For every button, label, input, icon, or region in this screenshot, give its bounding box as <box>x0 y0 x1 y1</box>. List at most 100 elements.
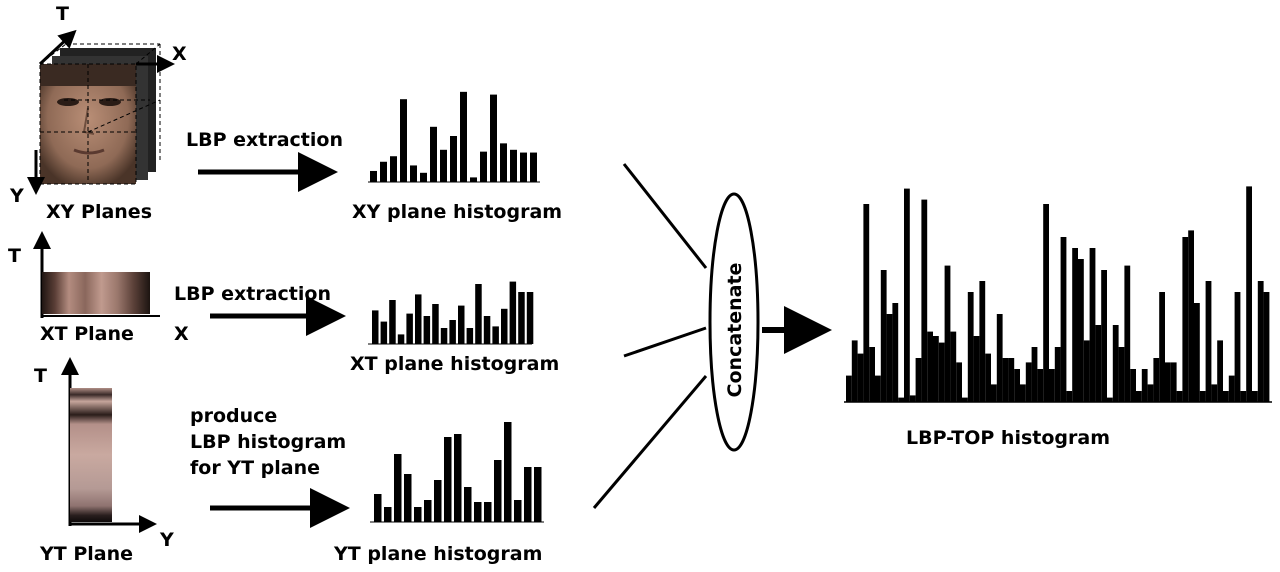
lbptop-histogram-bar <box>1130 369 1136 402</box>
xt-histogram-bar <box>483 316 491 344</box>
yt-step-label-line-3: for YT plane <box>190 457 320 479</box>
xt-histogram-bar <box>415 294 422 344</box>
xt-histogram-bar <box>406 313 413 344</box>
lbptop-histogram-bar <box>1020 384 1026 402</box>
lbptop-histogram-bar <box>1037 369 1044 402</box>
xy-planes-stack: T X Y XY Planes <box>9 3 187 223</box>
lbp-top-caption: LBP-TOP histogram <box>906 427 1110 449</box>
lbptop-histogram-bar <box>1223 391 1229 402</box>
xt-histogram-bar <box>492 326 499 344</box>
yt-plane-histogram <box>374 422 542 522</box>
yt-histogram-bar <box>444 437 452 522</box>
xy-histogram-caption: XY plane histogram <box>352 201 562 223</box>
yt-strip-image <box>70 388 112 522</box>
cube-dashed-lines <box>39 43 161 185</box>
yt-histogram-bar <box>534 467 542 522</box>
lbptop-histogram-bar <box>1107 397 1113 402</box>
xy-histogram-bar <box>510 149 517 182</box>
xt-histogram-bar <box>475 284 482 344</box>
lbptop-histogram-bar <box>1101 270 1107 402</box>
lbptop-histogram-bar <box>1083 340 1090 402</box>
connector-xy <box>622 163 708 269</box>
yt-plane: T YT Plane Y <box>34 357 174 565</box>
xt-histogram-bar <box>501 308 508 344</box>
xt-histogram-bar <box>372 310 379 344</box>
lbptop-histogram-bar <box>1165 362 1171 402</box>
xt-histogram-caption: XT plane histogram <box>350 353 559 375</box>
xt-histogram-bar <box>389 300 396 344</box>
lbptop-histogram-bar <box>979 281 986 402</box>
xy-step-label: LBP extraction <box>186 129 343 151</box>
lbptop-histogram-bar <box>851 340 858 402</box>
lbptop-histogram-bar <box>1205 281 1212 402</box>
lbp-top-histogram <box>846 186 1270 402</box>
lbptop-histogram-bar <box>1252 391 1258 402</box>
xt-histogram-bar <box>526 292 534 344</box>
xy-histogram-bar <box>390 156 397 182</box>
yt-histogram-bar <box>494 460 502 522</box>
lbptop-histogram-bar <box>933 336 939 402</box>
lbptop-histogram-bar <box>1159 292 1165 402</box>
lbptop-histogram-bar <box>1060 237 1067 402</box>
xy-histogram-bar <box>500 143 507 182</box>
lbptop-histogram-bar <box>909 395 916 402</box>
yt-histogram-bar <box>384 507 392 522</box>
lbptop-histogram-bar <box>996 314 1003 402</box>
lbptop-histogram-bar <box>1246 186 1252 402</box>
lbptop-histogram-bar <box>1263 292 1270 402</box>
lbptop-histogram-bar <box>1014 369 1020 402</box>
xy-histogram-bar <box>460 91 467 182</box>
yt-histogram-bar <box>414 507 422 522</box>
xy-histogram-bar <box>400 99 407 182</box>
yt-histogram-bar <box>404 474 412 522</box>
lbptop-histogram-bar <box>1141 369 1148 402</box>
yt-axis-y-label: Y <box>159 529 174 551</box>
lbptop-histogram-bar <box>1217 340 1223 402</box>
yt-plane-caption: YT Plane <box>39 543 133 565</box>
xy-histogram-bar <box>470 177 477 182</box>
yt-histogram-bar <box>394 454 402 522</box>
xy-histogram-bar <box>440 149 447 182</box>
lbptop-histogram-bar <box>1095 325 1102 402</box>
xy-histogram-bar <box>530 152 537 182</box>
yt-step-label-line-1: produce <box>190 405 277 427</box>
lbptop-histogram-bar <box>1054 347 1061 402</box>
lbptop-histogram-bar <box>1066 391 1073 402</box>
lbptop-histogram-bar <box>1025 362 1032 402</box>
lbptop-histogram-bar <box>1118 347 1125 402</box>
xt-histogram-bar <box>397 334 405 344</box>
yt-axis-t-label: T <box>34 365 47 387</box>
lbptop-histogram-bar <box>846 375 852 402</box>
lbptop-histogram-bar <box>1136 391 1142 402</box>
lbptop-histogram-bar <box>956 362 962 402</box>
xy-axis-t-label: T <box>56 3 69 25</box>
yt-histogram-bar <box>464 487 472 522</box>
lbptop-histogram-bar <box>921 199 928 402</box>
lbptop-histogram-bar <box>1194 303 1200 402</box>
lbptop-histogram-bar <box>892 303 899 402</box>
lbptop-histogram-bar <box>1211 384 1218 402</box>
xy-axis-x-label: X <box>172 43 187 65</box>
xy-histogram-bar <box>480 151 487 182</box>
yt-histogram-bar <box>484 502 492 522</box>
yt-histogram-bar <box>424 500 432 522</box>
lbptop-histogram-bar <box>1199 391 1206 402</box>
connector-xt <box>623 326 707 358</box>
yt-histogram-bar <box>374 494 382 522</box>
xt-strip-image <box>42 272 150 314</box>
xt-plane-histogram <box>372 281 534 344</box>
lbptop-histogram-bar <box>1089 248 1096 402</box>
xy-histogram-bar <box>520 152 527 182</box>
xt-histogram-bar <box>449 320 456 344</box>
xt-step-label: LBP extraction <box>174 283 331 305</box>
lbptop-histogram-bar <box>898 397 904 402</box>
xt-histogram-bar <box>423 316 431 344</box>
lbptop-histogram-bar <box>904 188 910 402</box>
lbptop-histogram-bar <box>869 347 875 402</box>
lbptop-histogram-bar <box>991 384 997 402</box>
lbptop-histogram-bar <box>967 292 974 402</box>
xt-histogram-bar <box>509 281 517 344</box>
lbptop-histogram-bar <box>1031 347 1038 402</box>
xt-axis-x-label: X <box>174 323 189 345</box>
yt-histogram-bar <box>524 467 532 522</box>
